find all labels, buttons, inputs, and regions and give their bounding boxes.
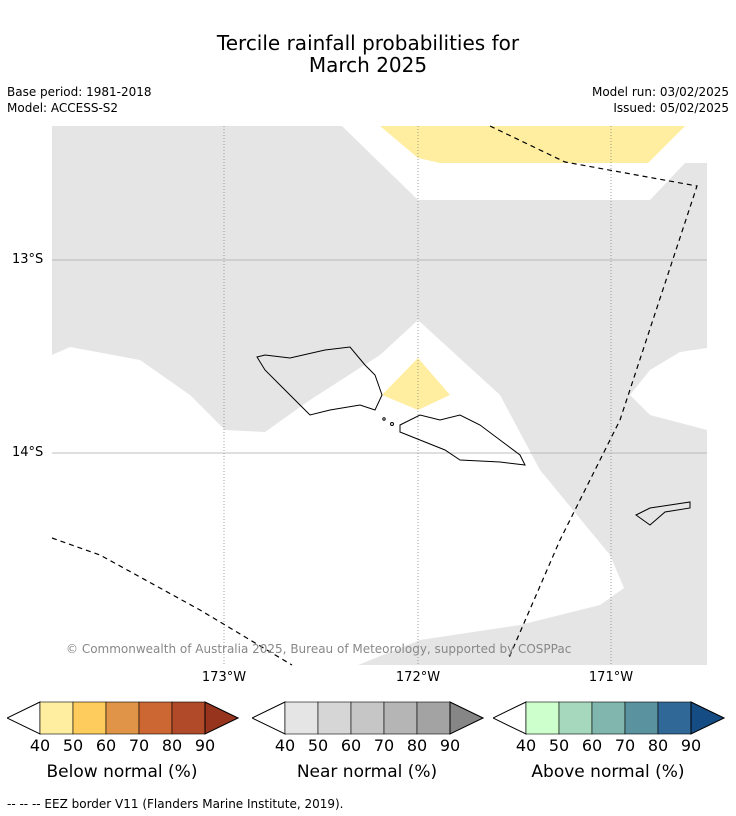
model-run: Model run: 03/02/2025 [591,85,729,99]
colorbar-segment [138,701,173,735]
colorbar-over-arrow [690,701,725,735]
meta-left: Base period: 1981-2018 Model: ACCESS-S2 [7,84,152,116]
colorbar-segment [624,701,659,735]
lon-label: 172°W [395,670,441,685]
base-period: Base period: 1981-2018 [7,85,152,99]
colorbar-under-arrow [7,701,41,735]
tutuila-island [635,501,691,526]
colorbar-segment [350,701,385,735]
colorbar-tick: 80 [161,736,183,755]
colorbar-tick: 70 [373,736,395,755]
colorbar-tick: 40 [29,736,51,755]
copyright-notice: © Commonwealth of Australia 2025, Bureau… [66,642,572,656]
colorbar-segment [72,701,107,735]
colorbar-segment [317,701,352,735]
upolu-island [399,414,526,466]
colorbar-over-arrow [204,701,239,735]
colorbar-segment [558,701,593,735]
colorbar-under-arrow [493,701,527,735]
colorbar-tick: 90 [439,736,461,755]
colorbar-tick: 90 [194,736,216,755]
colorbar-title: Near normal (%) [296,762,438,782]
issued-date: Issued: 05/02/2025 [613,101,729,115]
colorbar-tick: 50 [307,736,329,755]
savaii-island [256,346,383,416]
colorbar-tick: 50 [62,736,84,755]
colorbar-segment [383,701,418,735]
no-signal-area [630,348,707,430]
map-title: Tercile rainfall probabilities for March … [0,32,736,76]
colorbar-segment [171,701,206,735]
eez-footnote: -- -- -- EEZ border V11 (Flanders Marine… [7,797,344,811]
title-line-2: March 2025 [308,53,428,77]
island-outlines [256,346,691,526]
no-signal-area [52,320,624,665]
meta-right: Model run: 03/02/2025 Issued: 05/02/2025 [592,84,729,116]
colorbar-tick: 40 [274,736,296,755]
colorbar-tick: 70 [128,736,150,755]
colorbar [493,701,725,735]
colorbar-segment [39,701,74,735]
colorbar-segment [525,701,560,735]
colorbar-tick: 80 [406,736,428,755]
colorbar-segment [105,701,140,735]
colorbar [252,701,484,735]
colorbar-tick: 60 [95,736,117,755]
latitude-gridlines [52,259,707,454]
colorbar-segment [657,701,692,735]
colorbar-tick: 60 [340,736,362,755]
colorbar [7,701,239,735]
colorbar-title: Below normal (%) [46,762,198,782]
colorbar-tick: 90 [680,736,702,755]
lat-label: 13°S [12,252,44,267]
colorbar-tick: 60 [581,736,603,755]
colorbar-under-arrow [252,701,286,735]
colorbar-tick: 70 [614,736,636,755]
below-normal-area [382,358,450,410]
map [51,125,707,666]
colorbar-tick: 80 [647,736,669,755]
lon-label: 173°W [201,670,247,685]
colorbar-tick: 50 [548,736,570,755]
below-normal-area [380,126,685,163]
eez-border [51,125,698,666]
colorbar-tick: 40 [515,736,537,755]
colorbar-over-arrow [449,701,484,735]
colorbar-segment [416,701,451,735]
colorbar-title: Above normal (%) [531,762,685,782]
model-name: Model: ACCESS-S2 [7,101,119,115]
colorbar-segment [284,701,319,735]
lon-label: 171°W [588,670,634,685]
lat-label: 14°S [12,445,44,460]
title-line-1: Tercile rainfall probabilities for [216,31,520,55]
colorbar-segment [591,701,626,735]
